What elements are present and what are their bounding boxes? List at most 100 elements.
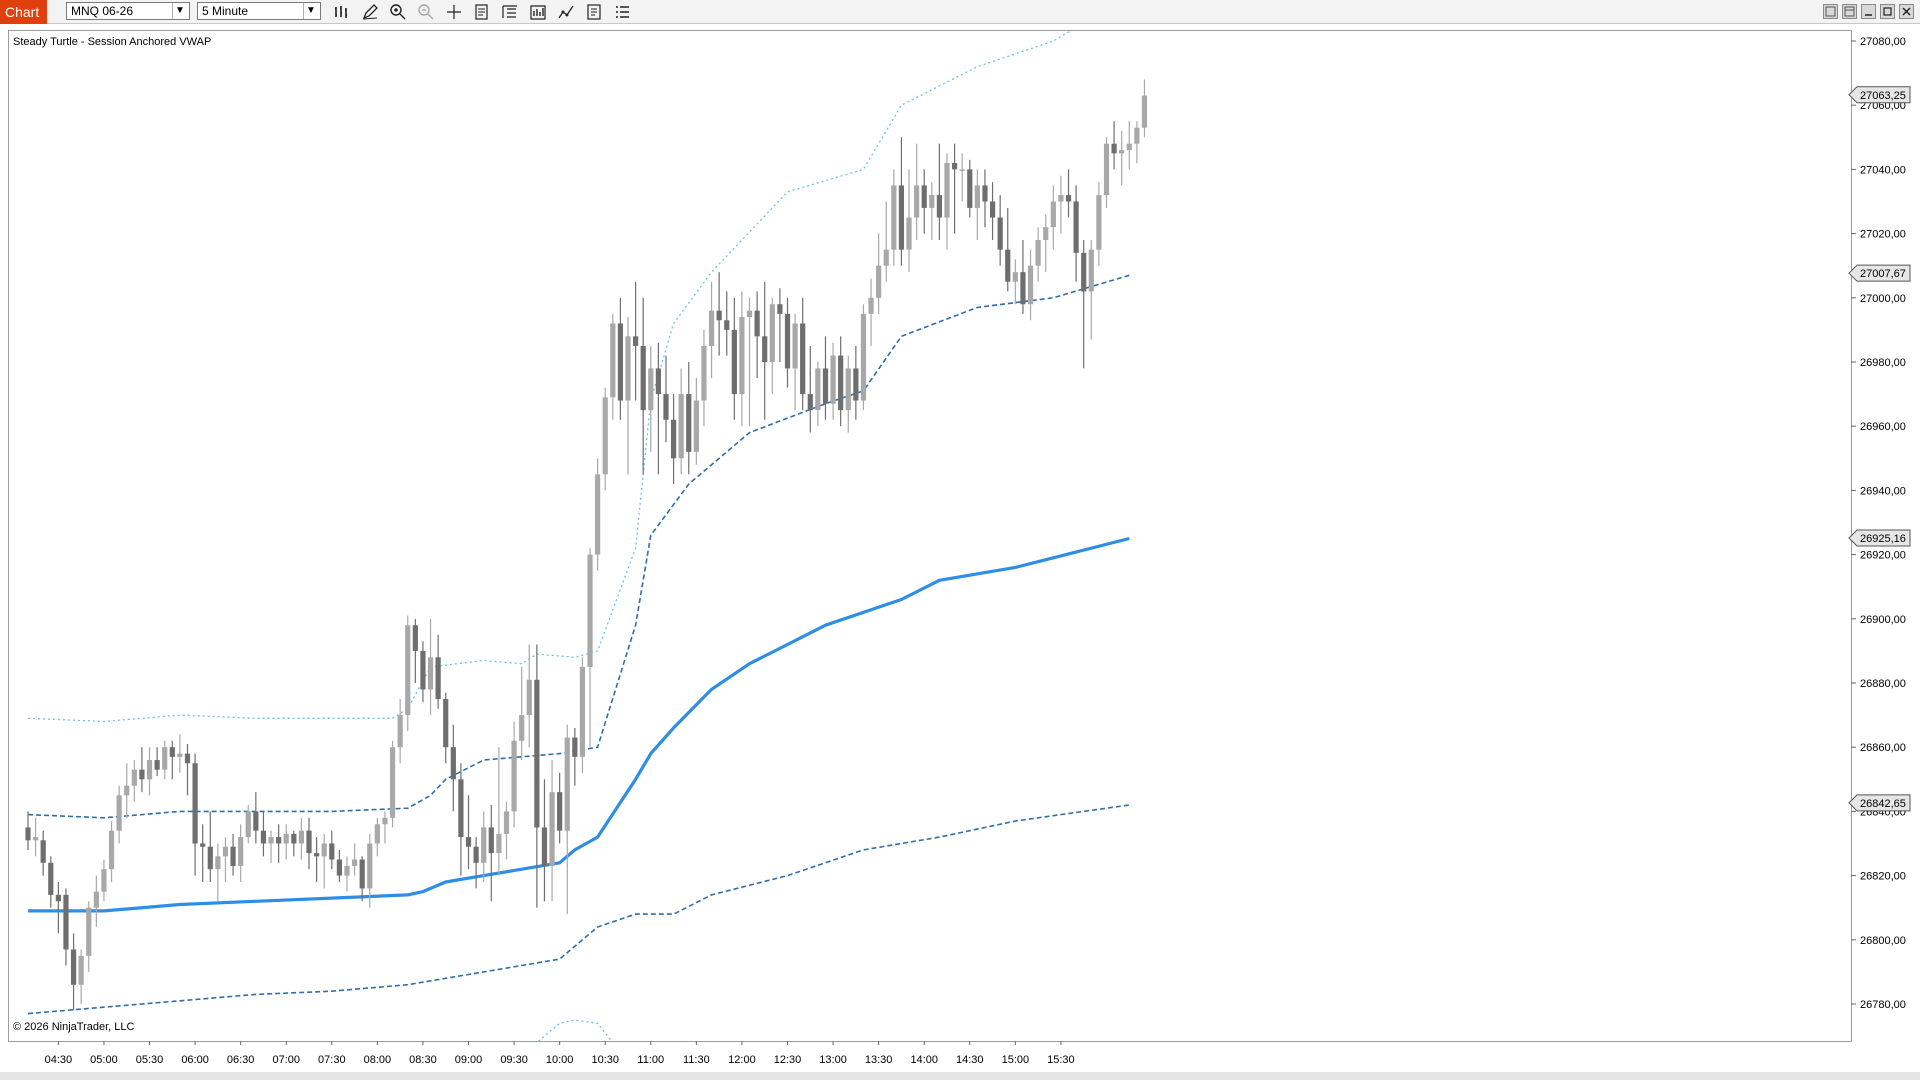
candle-body (686, 394, 692, 452)
candle-body (1065, 195, 1072, 202)
time-tick-label: 09:30 (500, 1054, 528, 1066)
candle-body (207, 846, 213, 870)
upper-band-2-line (27, 31, 1072, 723)
properties-icon[interactable] (501, 3, 519, 21)
chart-toolbar: Chart MNQ 06-26 ▼ 5 Minute ▼ (0, 0, 1920, 24)
candle-body (519, 715, 525, 741)
candle-body (389, 747, 396, 818)
templates-icon[interactable] (585, 3, 603, 21)
zoom-in-icon[interactable] (389, 3, 407, 21)
candle-body (465, 837, 472, 847)
close-icon[interactable] (1899, 4, 1914, 19)
candle-body (435, 657, 441, 700)
price-marker-flag (1848, 264, 1911, 282)
candle-body (822, 368, 829, 404)
price-marker-flag (1848, 794, 1911, 812)
candle-body (914, 185, 920, 218)
candle-body (959, 169, 965, 171)
price-tick-label: 26920,00 (1860, 550, 1906, 562)
candle-body (298, 830, 305, 844)
data-box-icon[interactable] (473, 3, 491, 21)
candle-body (276, 837, 282, 844)
candle-body (929, 195, 935, 208)
zoom-out-icon[interactable] (417, 3, 435, 21)
candle-body (876, 265, 882, 298)
candle-body (78, 955, 84, 985)
candle-body (617, 323, 624, 401)
time-tick-label: 10:30 (591, 1054, 619, 1066)
candle-body (367, 843, 373, 889)
candle-body (557, 792, 563, 831)
candle-body (807, 394, 813, 411)
indicators-icon[interactable] (557, 3, 575, 21)
candle-body (230, 846, 236, 866)
time-tick-label: 15:00 (1002, 1054, 1030, 1066)
candle-body (906, 217, 912, 250)
candle-body (40, 840, 46, 863)
candle-body (283, 833, 289, 844)
candle-body (260, 830, 267, 844)
candle-body (982, 185, 988, 202)
candle-body (883, 249, 889, 266)
candle-body (951, 162, 958, 170)
candle-body (746, 310, 753, 318)
list-icon[interactable] (613, 3, 631, 21)
candle-body (678, 394, 684, 459)
candle-body (55, 894, 61, 902)
candle-body (48, 862, 54, 895)
candle-body (496, 833, 502, 854)
candle-body (1005, 249, 1011, 282)
candle-body (595, 474, 601, 555)
candle-body (1050, 201, 1056, 228)
minimize-icon[interactable] (1861, 4, 1876, 19)
candle-body (587, 554, 593, 667)
restore-icon[interactable] (1842, 4, 1857, 19)
candle-body (1035, 240, 1041, 266)
price-marker-flag (1848, 529, 1911, 547)
instrument-selector[interactable]: MNQ 06-26 ▼ (66, 2, 190, 20)
candle-body (32, 837, 39, 841)
candle-body (1096, 195, 1102, 250)
time-tick-label: 10:00 (546, 1054, 574, 1066)
price-tick-label: 26900,00 (1860, 614, 1906, 626)
candle-body (101, 869, 107, 892)
candle-body (245, 811, 251, 838)
candle-body (754, 310, 760, 337)
maximize-icon[interactable] (1880, 4, 1895, 19)
time-tick-label: 07:30 (318, 1054, 346, 1066)
candle-body (359, 859, 365, 889)
time-tick-label: 11:00 (637, 1054, 664, 1066)
candle-body (784, 313, 791, 369)
candle-body (291, 833, 297, 844)
plot-area (25, 31, 1148, 1041)
tile-icon[interactable] (1823, 4, 1838, 19)
candle-body (921, 185, 927, 208)
bar-chart-icon[interactable] (333, 3, 351, 21)
candle-body (116, 795, 122, 831)
candle-body (830, 355, 836, 404)
candle-body (724, 320, 730, 330)
candle-body (1103, 143, 1110, 196)
candle-body (1073, 201, 1079, 253)
time-tick-label: 12:00 (728, 1054, 756, 1066)
price-tick-label: 26880,00 (1860, 678, 1906, 690)
timeframe-value: 5 Minute (202, 4, 249, 18)
time-tick-label: 06:00 (181, 1054, 209, 1066)
candle-body (511, 740, 517, 812)
candle-body (777, 304, 783, 314)
candle-body (154, 760, 160, 770)
candle-body (1126, 143, 1132, 151)
timeframe-selector[interactable]: 5 Minute ▼ (197, 2, 321, 20)
price-tick-label: 26820,00 (1860, 871, 1906, 883)
crosshair-icon[interactable] (445, 3, 463, 21)
pencil-icon[interactable] (361, 3, 379, 21)
candle-body (997, 217, 1003, 250)
strategies-icon[interactable] (529, 3, 547, 21)
candle-body (526, 679, 532, 716)
candle-body (1043, 227, 1049, 241)
time-tick-label: 11:30 (683, 1054, 710, 1066)
candle-body (488, 827, 494, 854)
instrument-value: MNQ 06-26 (71, 4, 134, 18)
chart-tab[interactable]: Chart (0, 0, 47, 24)
